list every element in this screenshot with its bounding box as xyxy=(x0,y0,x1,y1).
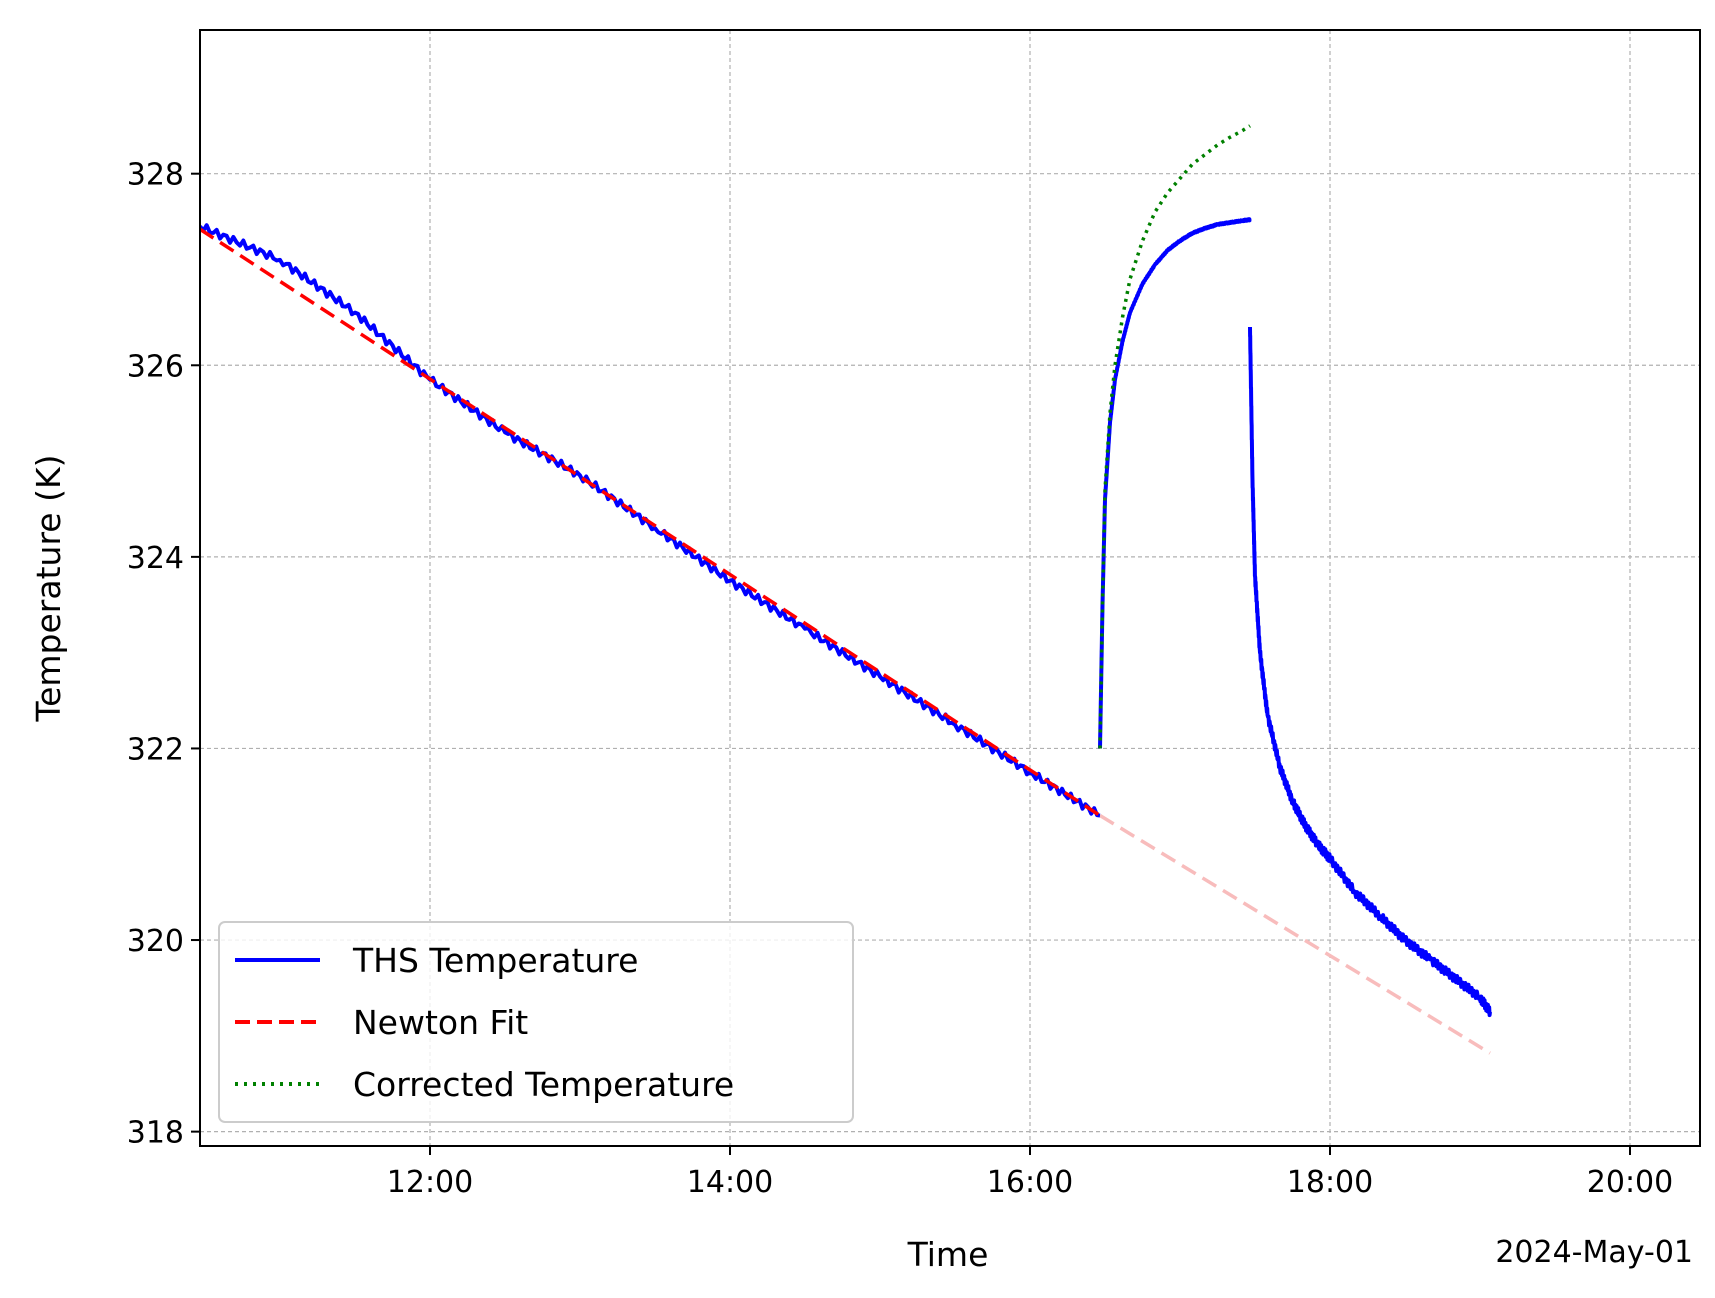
legend: THS Temperature Newton Fit Corrected Tem… xyxy=(218,921,854,1123)
y-tick-label: 318 xyxy=(127,1116,184,1151)
series-newton-fit-line xyxy=(200,227,1101,817)
legend-label-newton: Newton Fit xyxy=(353,1003,528,1042)
ticks: 12:00 14:00 16:00 18:00 20:00 318 320 322 324 326… xyxy=(127,158,1674,1200)
x-tick-label: 14:00 xyxy=(687,1165,773,1200)
y-tick-label: 324 xyxy=(127,541,184,576)
series-ths-temperature-segment-1 xyxy=(200,223,1101,818)
x-axis-label: Time xyxy=(907,1235,989,1274)
plot-frame xyxy=(199,29,1701,1147)
x-tick-label: 20:00 xyxy=(1587,1165,1673,1200)
y-tick-label: 326 xyxy=(127,349,184,384)
series-layer xyxy=(200,124,1492,1055)
y-axis-label: Temperature (K) xyxy=(29,455,68,723)
legend-label-ths: THS Temperature xyxy=(352,941,638,980)
series-newton-extrapolation-line xyxy=(1099,814,1491,1055)
x-tick-label: 18:00 xyxy=(1287,1165,1373,1200)
y-tick-label: 320 xyxy=(127,924,184,959)
legend-label-corrected: Corrected Temperature xyxy=(353,1065,734,1104)
y-tick-label: 322 xyxy=(127,732,184,767)
series-corrected-temperature-line xyxy=(1098,124,1251,749)
x-tick-label: 12:00 xyxy=(387,1165,473,1200)
x-tick-label: 16:00 xyxy=(987,1165,1073,1200)
series-ths-temperature-segment-3 xyxy=(1248,326,1492,1018)
legend-box xyxy=(218,921,854,1123)
series-ths-temperature-segment-2 xyxy=(1098,217,1252,749)
x-offset-label: 2024-May-01 xyxy=(1495,1235,1693,1270)
y-tick-label: 328 xyxy=(127,158,184,193)
grid xyxy=(200,30,1700,1146)
